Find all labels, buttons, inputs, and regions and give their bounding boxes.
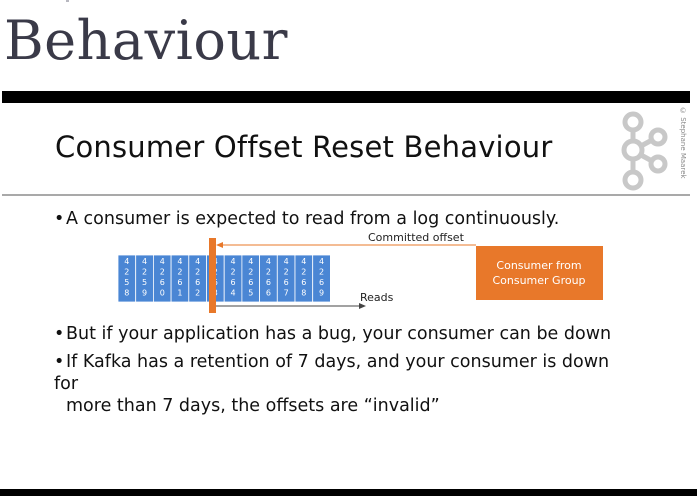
offset-digit: 2 (266, 268, 271, 277)
bullet-text: A consumer is expected to read from a lo… (66, 209, 560, 229)
bullet-text: But if your application has a bug, your … (66, 324, 612, 344)
consumer-box-line-1: Consumer from (496, 259, 581, 272)
slide-divider (2, 194, 690, 196)
offset-digit: 4 (195, 257, 200, 266)
bullet-marker: • (54, 352, 65, 372)
offset-digit: 4 (177, 257, 182, 266)
bullet-marker: • (54, 209, 65, 229)
offset-digit: 8 (124, 289, 129, 298)
reads-label: Reads (360, 291, 394, 304)
offset-digit: 4 (231, 257, 236, 266)
offset-digit: 2 (248, 268, 253, 277)
offset-digit: 0 (160, 289, 165, 298)
offset-cell: 4 26 0 (152, 254, 172, 303)
offset-cell-bg (312, 254, 331, 303)
consumer-group-box (476, 246, 603, 300)
offset-digit: 6 (319, 278, 324, 287)
copyright-credit: © Stephane Maarek (679, 107, 687, 179)
bullet-text: If Kafka has a retention of 7 days, and … (54, 352, 610, 394)
offset-digit: 4 (248, 257, 253, 266)
offset-digit: 4 (231, 289, 236, 298)
offset-digit: 6 (284, 278, 289, 287)
offset-digit: 4 (319, 257, 324, 266)
offset-digit: 9 (142, 289, 147, 298)
offset-digit: 4 (266, 257, 271, 266)
offset-digit: 9 (319, 289, 324, 298)
offset-cell: 4 26 8 (294, 254, 314, 303)
offset-cell: 4 26 1 (170, 254, 190, 303)
offset-digit: 4 (142, 257, 147, 266)
offset-digit: 5 (248, 289, 253, 298)
kafka-logo-icon (621, 111, 668, 191)
bullet-marker: • (54, 324, 65, 344)
offset-digit: 6 (248, 278, 253, 287)
offset-digit: 6 (160, 278, 165, 287)
offset-digit: 5 (124, 278, 129, 287)
offset-digit: 2 (319, 268, 324, 277)
offset-diagram: 4258425942604261426242634264426542664267… (117, 231, 603, 313)
reads-arrow-head (359, 303, 366, 309)
committed-offset-marker (209, 238, 216, 313)
bullet-text-continued: more than 7 days, the offsets are “inval… (66, 396, 440, 416)
slide: Consumer Offset Reset Behaviour © Stepha… (2, 103, 690, 489)
offset-digit: 6 (231, 278, 236, 287)
offset-digit: 2 (124, 268, 129, 277)
top-marker (66, 0, 69, 2)
offset-cell: 4 26 4 (223, 254, 243, 303)
offset-digit: 2 (231, 268, 236, 277)
page-heading: Behaviour (4, 9, 288, 72)
offset-digit: 6 (195, 278, 200, 287)
offset-digit: 1 (177, 289, 182, 298)
offset-digit: 7 (284, 289, 289, 298)
offset-digit: 8 (301, 289, 306, 298)
offset-digit: 2 (284, 268, 289, 277)
offset-digit: 4 (124, 257, 129, 266)
top-rule (2, 91, 690, 103)
offset-cell: 4 25 9 (135, 254, 154, 303)
offset-digit: 4 (160, 257, 165, 266)
offset-cell: 4 26 7 (276, 254, 296, 303)
offset-digit: 4 (284, 257, 289, 266)
offset-digit: 4 (301, 257, 306, 266)
committed-offset-label: Committed offset (368, 231, 465, 244)
slide-title: Consumer Offset Reset Behaviour (55, 130, 553, 164)
offset-digit: 6 (177, 278, 182, 287)
offset-digit: 2 (142, 268, 147, 277)
offset-digit: 6 (301, 278, 306, 287)
offset-digit: 5 (142, 278, 147, 287)
committed-arrow-head (216, 242, 223, 248)
bullet-item: •But if your application has a bug, your… (54, 323, 611, 345)
offset-digit: 2 (177, 268, 182, 277)
offset-cell: 4 26 9 (312, 254, 331, 303)
offset-cell: 4 25 8 (117, 254, 137, 303)
bottom-rule (0, 489, 697, 496)
bullet-item: •A consumer is expected to read from a l… (54, 208, 559, 230)
offset-digit: 2 (301, 268, 306, 277)
offset-digit: 6 (266, 278, 271, 287)
consumer-box-line-2: Consumer Group (492, 274, 585, 287)
bullet-item: •If Kafka has a retention of 7 days, and… (54, 351, 614, 417)
offset-digit: 2 (160, 268, 165, 277)
offset-cell: 4 26 5 (241, 254, 260, 303)
offset-digit: 2 (195, 289, 200, 298)
offset-digit: 6 (266, 289, 271, 298)
offset-digit: 2 (195, 268, 200, 277)
